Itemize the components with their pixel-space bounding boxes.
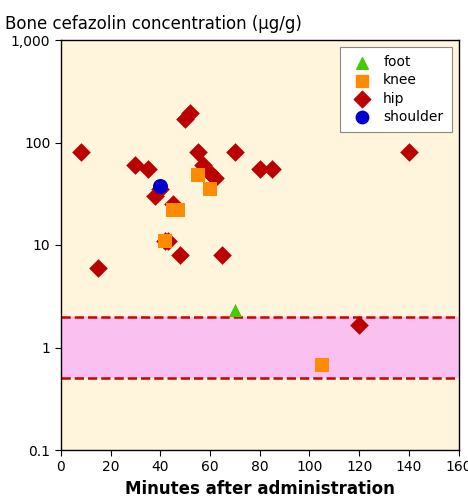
Point [206,185,214,193]
Point [169,206,176,214]
Point [194,148,201,156]
Point [95,264,102,272]
X-axis label: Minutes after administration: Minutes after administration [125,480,395,498]
Point [157,185,164,193]
Point [77,148,85,156]
Point [219,251,226,259]
Point [174,206,182,214]
Point [256,165,263,173]
Point [405,148,413,156]
Bar [61,316,459,378]
Point [194,171,201,179]
Point [157,182,164,190]
Point [161,237,169,245]
Point [169,200,176,208]
Point [176,251,184,259]
Point [182,115,189,123]
Point [161,237,169,245]
Point [356,321,363,329]
Point [231,306,239,314]
Point [231,148,239,156]
Point [318,360,326,368]
Point [186,109,194,117]
Point [164,237,171,245]
Text: Bone cefazolin concentration (µg/g): Bone cefazolin concentration (µg/g) [5,15,301,33]
Point [132,161,139,169]
Point [206,170,214,177]
Point [144,165,152,173]
Point [211,174,219,182]
Point [199,161,206,169]
Point [269,165,276,173]
Point [152,192,159,200]
Legend: foot, knee, hip, shoulder: foot, knee, hip, shoulder [340,47,452,132]
